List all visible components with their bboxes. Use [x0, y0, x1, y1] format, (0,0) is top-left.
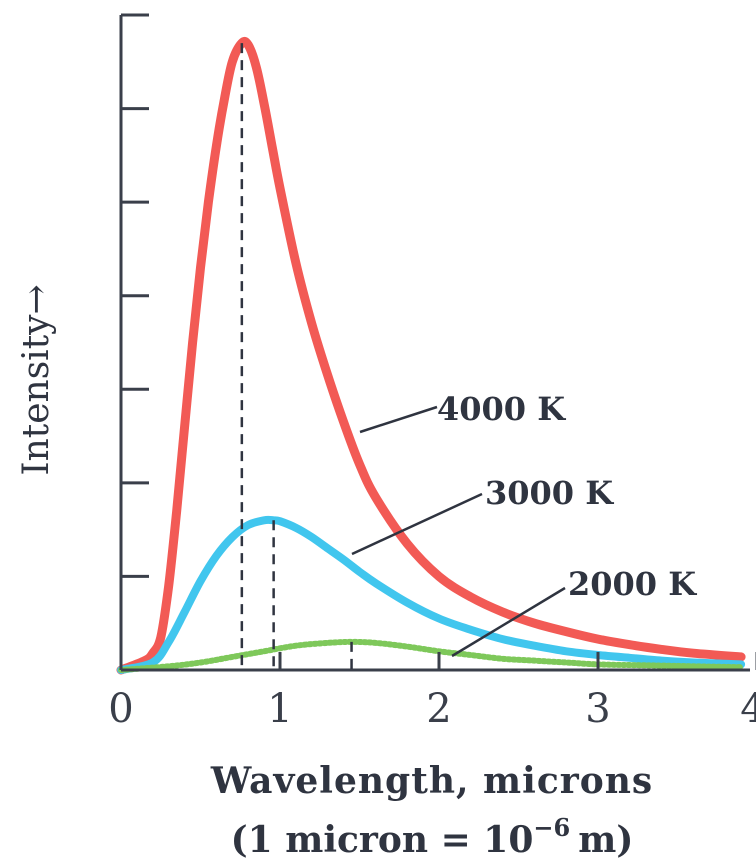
series-label-3000k: 3000 K: [485, 474, 614, 512]
x-axis-unit-note-suffix: m): [578, 819, 633, 861]
x-axis-unit-note-prefix: (1 micron = 10: [231, 819, 534, 861]
series-label-2000k: 2000 K: [568, 565, 697, 603]
x-axis-title: Wavelength, microns: [210, 760, 653, 802]
leader-line-2000k: [451, 586, 566, 658]
y-axis-title: Intensity→: [16, 284, 57, 475]
x-tick-label-0: 0: [108, 686, 133, 732]
leader-line-4000k: [359, 405, 438, 434]
x-tick-label-3: 3: [585, 686, 610, 732]
annotation-layer: [240, 43, 566, 670]
x-axis-unit-note-exponent: −6: [533, 813, 570, 842]
x-axis-unit-note: (1 micron = 10−6 m): [231, 813, 634, 861]
series-line-3000k: [117, 515, 746, 674]
x-tick-label-4: 4: [740, 686, 756, 732]
x-tick-label-2: 2: [426, 686, 451, 732]
leader-line-3000k: [351, 492, 483, 556]
x-tick-label-1: 1: [267, 686, 292, 732]
axes-layer: [119, 13, 756, 672]
series-label-4000k: 4000 K: [437, 390, 566, 428]
series-line-4000k: [116, 36, 746, 675]
labels-layer: 0 1 2 3 4 4000 K 3000 K 2000 K: [108, 390, 756, 732]
